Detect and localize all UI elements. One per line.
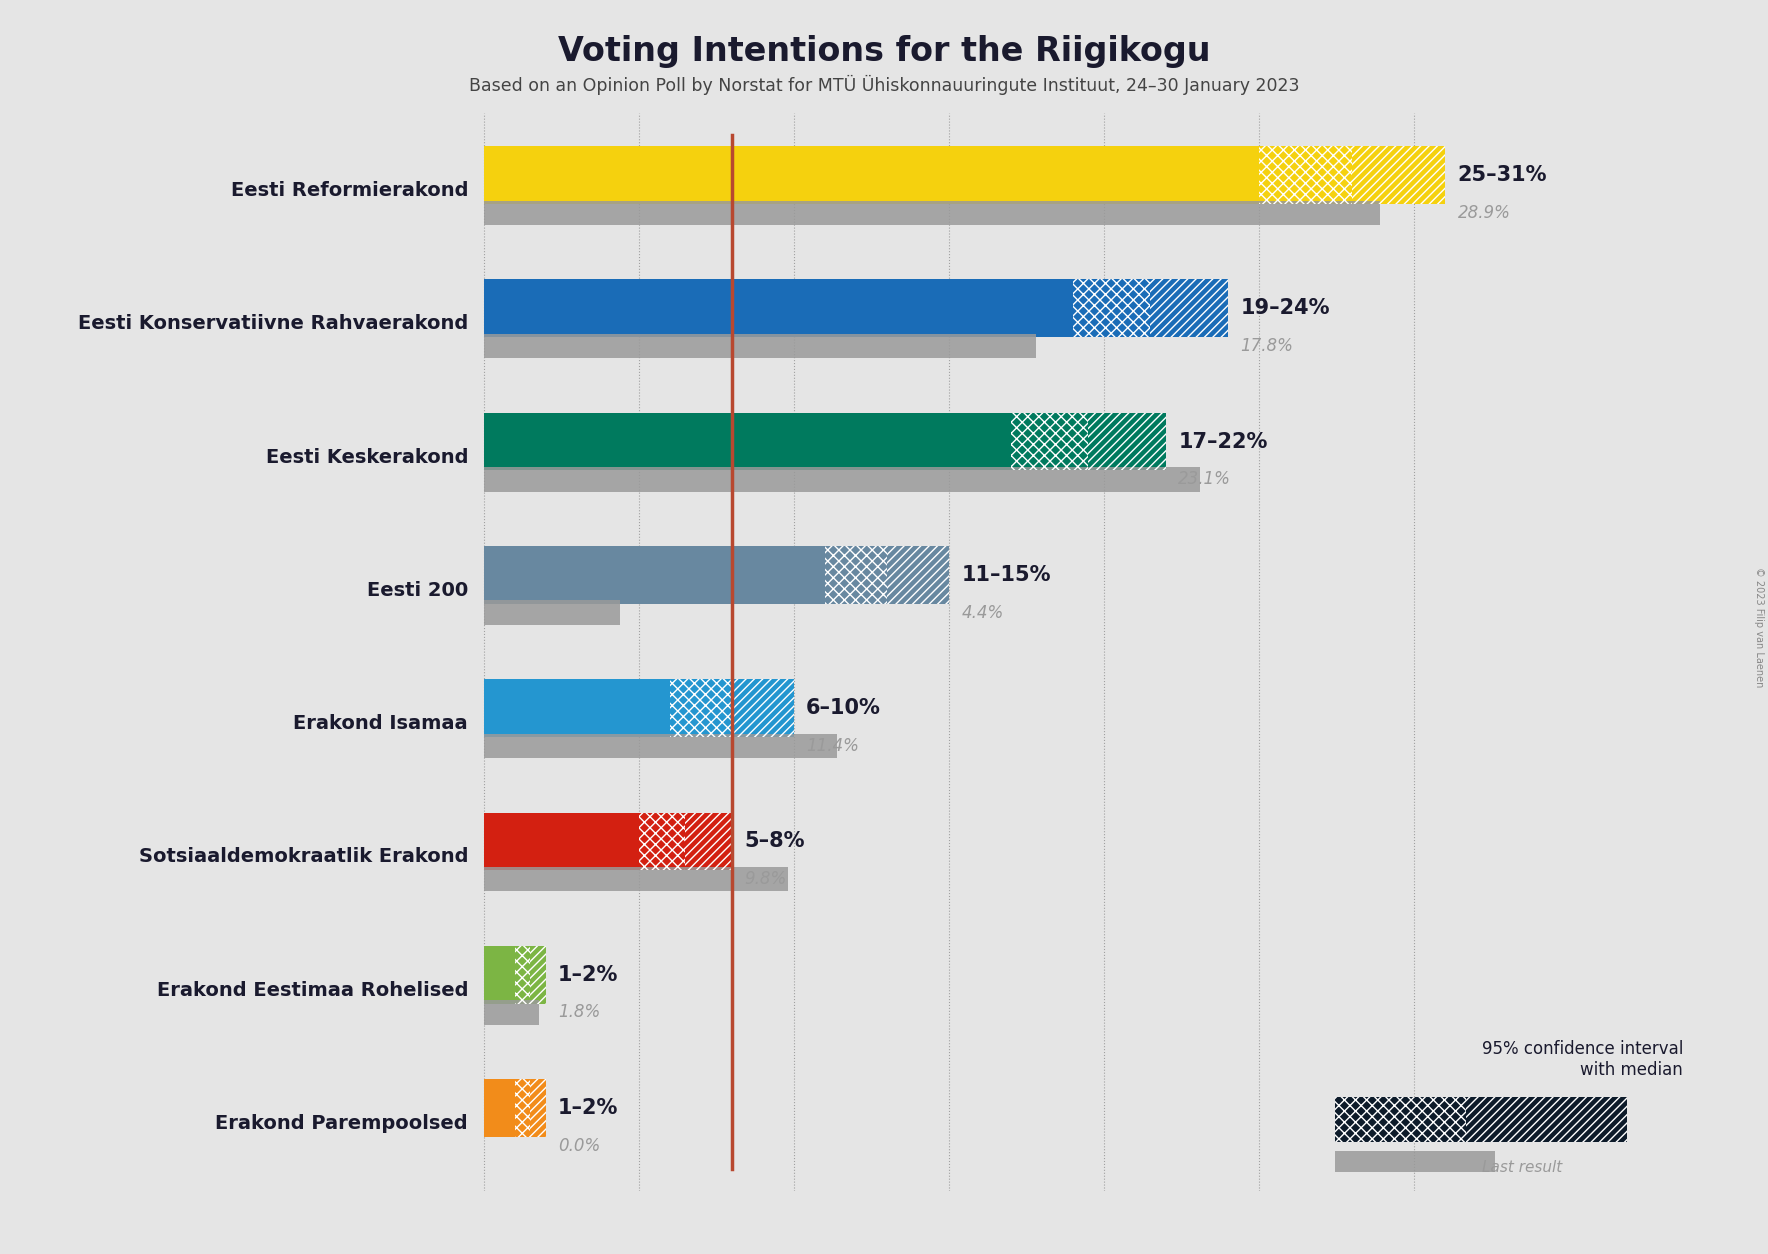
Bar [670,680,732,737]
Bar [484,201,1381,224]
Bar [484,147,1259,204]
Text: 95% confidence interval
with median: 95% confidence interval with median [1482,1041,1683,1078]
Text: 17.8%: 17.8% [1241,337,1292,355]
Text: 19–24%: 19–24% [1241,298,1330,319]
Text: 4.4%: 4.4% [962,603,1004,622]
Bar [1335,1097,1466,1142]
Text: Erakond Isamaa: Erakond Isamaa [293,715,469,734]
Text: Sotsiaaldemokraatlik Erakond: Sotsiaaldemokraatlik Erakond [138,848,469,867]
Text: 5–8%: 5–8% [744,831,804,851]
Bar [824,545,888,603]
Bar [530,1080,546,1137]
Text: 28.9%: 28.9% [1457,204,1510,222]
Text: 1–2%: 1–2% [559,1099,619,1119]
Bar [484,545,824,603]
Bar [484,680,670,737]
Bar [484,946,514,1003]
Bar [1073,280,1151,337]
Bar [1151,280,1229,337]
Text: Based on an Opinion Poll by Norstat for MTÜ Ühiskonnauuringute Instituut, 24–30 : Based on an Opinion Poll by Norstat for … [469,75,1299,95]
Bar [484,413,1011,470]
Bar [638,813,686,870]
Text: 1.8%: 1.8% [559,1003,601,1022]
Text: Eesti Keskerakond: Eesti Keskerakond [265,448,469,466]
Bar [514,946,530,1003]
Text: Last result: Last result [1482,1160,1561,1175]
Text: 11.4%: 11.4% [806,737,859,755]
Bar [514,1080,530,1137]
Bar [638,813,686,870]
Text: 1–2%: 1–2% [559,964,619,984]
Bar [530,946,546,1003]
Bar [1466,1097,1627,1142]
Bar [484,468,1200,492]
Bar [484,813,638,870]
Text: Eesti Reformierakond: Eesti Reformierakond [230,181,469,201]
Bar [1466,1097,1627,1142]
Text: 25–31%: 25–31% [1457,166,1547,186]
Text: © 2023 Filip van Laenen: © 2023 Filip van Laenen [1754,567,1764,687]
Text: 23.1%: 23.1% [1177,470,1231,488]
Bar [484,601,621,624]
Bar [670,680,732,737]
Text: 6–10%: 6–10% [806,698,880,719]
Bar [686,813,732,870]
Bar [1089,413,1165,470]
Bar [1335,1097,1466,1142]
Bar [484,334,1036,359]
Bar [1089,413,1165,470]
Bar [732,680,794,737]
Text: Erakond Eestimaa Rohelised: Erakond Eestimaa Rohelised [157,981,469,999]
Text: 9.8%: 9.8% [744,870,787,888]
Bar [1353,147,1444,204]
Text: Eesti Konservatiivne Rahvaerakond: Eesti Konservatiivne Rahvaerakond [78,315,469,334]
Text: Eesti 200: Eesti 200 [366,581,469,599]
Bar [484,867,787,892]
Text: Voting Intentions for the Riigikogu: Voting Intentions for the Riigikogu [557,35,1211,68]
Text: 11–15%: 11–15% [962,564,1050,584]
Bar [1073,280,1151,337]
Bar [824,545,888,603]
Bar [1259,147,1353,204]
Bar [1335,1151,1496,1174]
Bar [1353,147,1444,204]
Bar [530,1080,546,1137]
Bar [732,680,794,737]
Bar [1011,413,1089,470]
Bar [514,946,530,1003]
Bar [530,946,546,1003]
Bar [888,545,949,603]
Bar [514,1080,530,1137]
Bar [888,545,949,603]
Text: 0.0%: 0.0% [559,1137,601,1155]
Bar [484,1001,539,1025]
Bar [484,734,838,759]
Bar [686,813,732,870]
Bar [1151,280,1229,337]
Bar [484,280,1073,337]
Text: 17–22%: 17–22% [1177,431,1268,451]
Bar [1011,413,1089,470]
Bar [484,1080,514,1137]
Bar [1259,147,1353,204]
Text: Erakond Parempoolsed: Erakond Parempoolsed [216,1114,469,1134]
